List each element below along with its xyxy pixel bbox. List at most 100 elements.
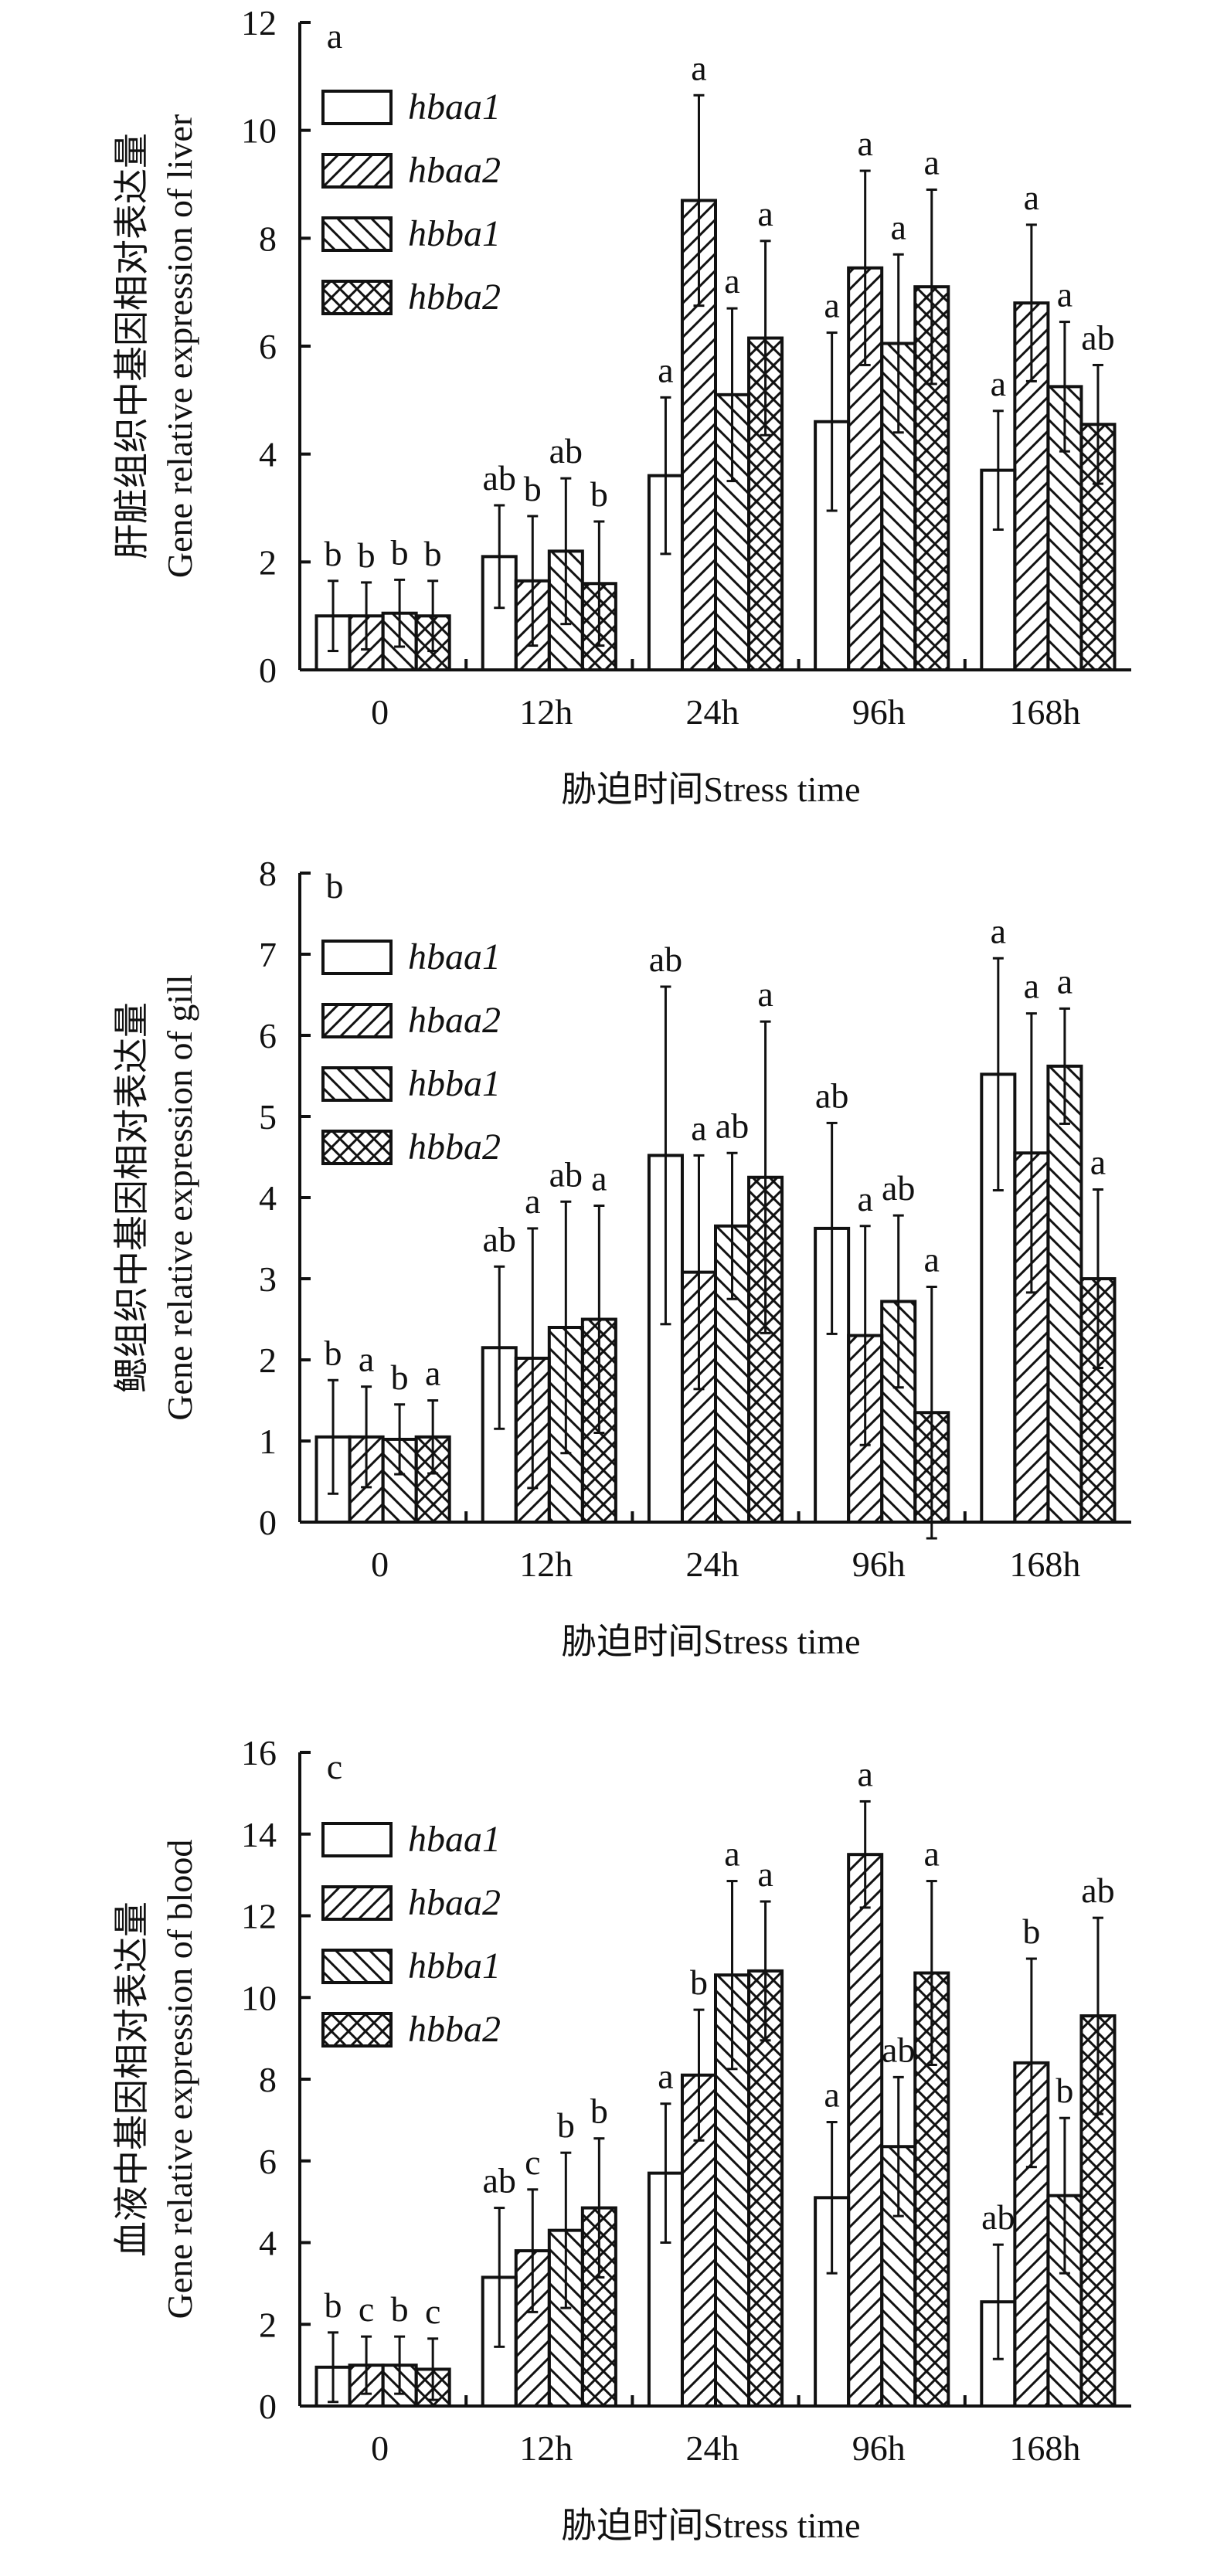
legend-swatch-hbba2 (321, 2012, 393, 2048)
x-tick-label: 24h (686, 1545, 739, 1584)
significance-letter: b (524, 469, 542, 508)
legend-label: hbaa2 (408, 1000, 501, 1041)
significance-letter: b (358, 535, 376, 575)
significance-letter: a (691, 1108, 706, 1147)
y-axis-title: 血液中基因相对表达量 (112, 1901, 151, 2257)
significance-letter: a (1024, 178, 1039, 217)
x-tick-label: 96h (852, 692, 906, 732)
significance-letter: a (824, 286, 839, 325)
significance-letter: a (724, 261, 739, 301)
significance-letter: ab (716, 1106, 749, 1145)
y-tick-label: 4 (259, 2224, 277, 2263)
x-tick-label: 168h (1009, 1545, 1080, 1584)
x-tick-label: 0 (371, 692, 389, 732)
y-tick-label: 8 (259, 854, 277, 893)
significance-letter: a (891, 207, 906, 246)
x-axis-title: 胁迫时间Stress time (561, 1622, 860, 1661)
significance-letter: b (1056, 2071, 1073, 2110)
significance-letter: a (924, 1240, 940, 1280)
y-tick-label: 7 (259, 935, 277, 974)
y-tick-label: 0 (259, 2387, 277, 2426)
panel-label: c (327, 1747, 342, 1786)
significance-letter: a (1057, 961, 1073, 1001)
significance-letter: a (691, 48, 706, 87)
legend-label: hbaa1 (408, 87, 501, 127)
significance-letter: a (857, 124, 872, 163)
significance-letter: ab (483, 458, 516, 498)
y-axis-title: 鳃组织中基因相对表达量 (112, 1002, 151, 1393)
significance-letter: ab (1081, 318, 1114, 357)
significance-letter: a (757, 974, 773, 1014)
panel-label: b (326, 866, 344, 906)
significance-letter: a (525, 1181, 540, 1221)
significance-letter: ab (483, 1219, 516, 1259)
y-axis-title: 肝脏组织中基因相对表达量 (112, 133, 151, 559)
y-tick-label: 3 (259, 1259, 277, 1299)
significance-letter: a (991, 364, 1006, 403)
y-axis-title: Gene relative expression of liver (160, 114, 199, 578)
significance-letter: b (391, 1358, 409, 1397)
significance-letter: b (424, 534, 442, 573)
legend-label: hbba1 (408, 1063, 501, 1104)
significance-letter: b (1022, 1912, 1040, 1951)
y-tick-label: 5 (259, 1097, 277, 1137)
y-tick-label: 12 (241, 3, 277, 42)
significance-letter: b (557, 2105, 575, 2145)
significance-letter: a (757, 194, 773, 233)
significance-letter: b (391, 2289, 409, 2329)
significance-letter: ab (882, 2030, 915, 2069)
significance-letter: ab (549, 431, 583, 471)
significance-letter: ab (1081, 1871, 1114, 1910)
significance-letter: a (1090, 1143, 1106, 1182)
chart-b: 0 1 2 3 4 5 6 7 8 0 12h 24h 96h 168h 胁迫时间Stress time 鳃组… (112, 854, 1131, 1661)
significance-letter: b (391, 532, 409, 572)
y-tick-label: 6 (259, 1016, 277, 1055)
significance-letter: a (658, 350, 673, 389)
y-tick-label: 8 (259, 219, 277, 258)
legend-label: hbba2 (408, 2009, 501, 2050)
significance-letter: ab (815, 1076, 848, 1115)
x-axis-title: 胁迫时间Stress time (561, 2506, 860, 2545)
legend-label: hbba1 (408, 213, 501, 254)
significance-letter: ab (483, 2161, 516, 2200)
y-tick-label: 8 (259, 2060, 277, 2099)
y-tick-label: 1 (259, 1422, 277, 1461)
panel-label: a (327, 16, 342, 56)
legend-label: hbaa2 (408, 1882, 501, 1923)
y-tick-label: 12 (241, 1897, 277, 1936)
significance-letter: a (658, 2057, 673, 2096)
legend-swatch-hbba1 (321, 216, 393, 252)
x-tick-label: 0 (371, 2428, 389, 2468)
y-tick-label: 4 (259, 435, 277, 474)
y-tick-label: 2 (259, 1341, 277, 1380)
y-axis-title: Gene relative expression of blood (160, 1840, 199, 2319)
x-tick-label: 12h (519, 2428, 573, 2468)
y-tick-label: 16 (241, 1733, 277, 1772)
legend-swatch-hbaa1 (321, 940, 393, 975)
y-tick-label: 10 (241, 1978, 277, 2017)
significance-letter: c (359, 2289, 374, 2329)
significance-letter: a (857, 1754, 872, 1793)
significance-letter: a (1057, 275, 1073, 314)
significance-letter: a (924, 1834, 940, 1874)
x-tick-label: 96h (852, 1545, 906, 1584)
legend-swatch-hbba2 (321, 1130, 393, 1165)
significance-letter: a (924, 142, 940, 182)
x-axis-title: 胁迫时间Stress time (561, 770, 860, 809)
legend-swatch-hbaa1 (321, 1822, 393, 1857)
significance-letter: a (857, 1179, 872, 1218)
significance-letter: b (325, 534, 342, 573)
significance-letter: a (359, 1340, 374, 1379)
significance-letter: b (325, 2285, 342, 2325)
legend-swatch-hbaa2 (321, 1885, 393, 1921)
chart-c: 0 2 4 6 8 10 12 14 16 0 12h 24h 96h 168h 胁迫时间Stress ti… (112, 1733, 1131, 2545)
significance-letter: ab (549, 1154, 583, 1194)
legend-swatch-hbba2 (321, 280, 393, 315)
x-tick-label: 12h (519, 692, 573, 732)
legend-label: hbba2 (408, 1127, 501, 1167)
significance-letter: ab (649, 940, 682, 979)
x-tick-label: 0 (371, 1545, 389, 1584)
legend-swatch-hbba1 (321, 1949, 393, 1984)
x-tick-label: 12h (519, 1545, 573, 1584)
y-tick-label: 10 (241, 111, 277, 151)
